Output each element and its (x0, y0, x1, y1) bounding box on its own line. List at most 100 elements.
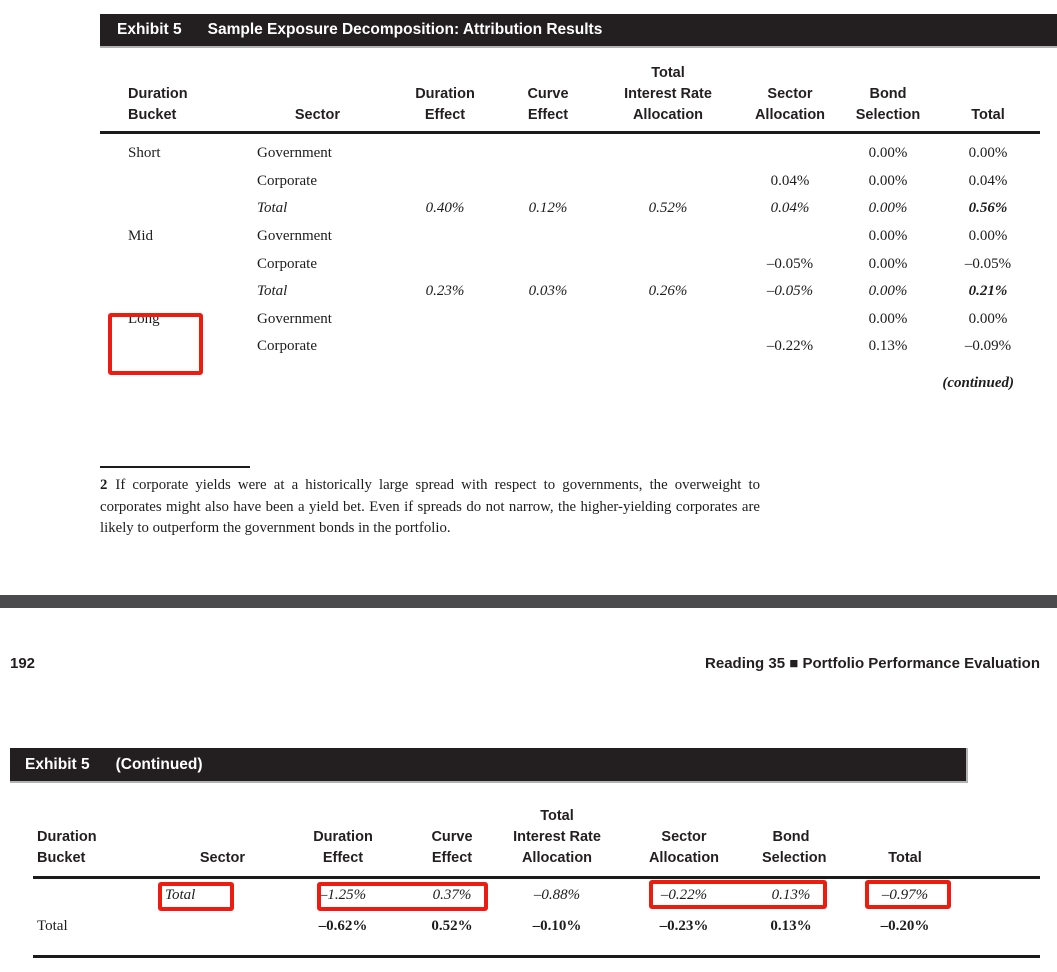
table-cell: –0.20% (880, 918, 930, 934)
attribution-table-page1: Duration Bucket Sector Duration Effect C… (100, 55, 1040, 361)
table-cell: –0.97% (881, 887, 929, 903)
exhibit-label: Exhibit 5 (117, 21, 182, 38)
table-cell: 0.21% (968, 283, 1008, 300)
table-header-row: Duration Bucket Sector Duration Effect C… (35, 797, 990, 874)
table-cell: 0.00% (868, 172, 908, 189)
table-row: Corporate –0.05% 0.00% –0.05% (100, 250, 1040, 278)
table-cell: –0.09% (964, 338, 1012, 355)
continued-note: (continued) (942, 375, 1014, 391)
table-cell: Total (257, 200, 288, 217)
footnote: 2 If corporate yields were at a historica… (100, 466, 760, 540)
running-header: Reading 35 ■ Portfolio Performance Evalu… (705, 655, 1040, 672)
footnote-marker: 2 (100, 477, 108, 493)
table-row-grand-total: Total –0.62% 0.52% –0.10% –0.23% 0.13% –0.20% (35, 911, 990, 942)
table-row: Corporate –0.22% 0.13% –0.09% (100, 333, 1040, 361)
table-bottom-rule (33, 955, 1040, 958)
table-cell: 0.03% (528, 283, 568, 300)
column-header-total: Total (888, 850, 922, 866)
table-cell: 0.40% (425, 200, 465, 217)
table-row-sector-total: Total –1.25% 0.37% –0.88% –0.22% 0.13% –0.97% (35, 880, 990, 911)
column-header-total: Total (971, 107, 1005, 123)
column-header-duration-bucket: Duration Bucket (37, 829, 97, 866)
table-header-row: Duration Bucket Sector Duration Effect C… (100, 55, 1040, 131)
table-cell: 0.00% (868, 283, 908, 300)
table-cell: –0.22% (766, 338, 814, 355)
table-cell: 0.52% (431, 918, 473, 934)
column-header-total-interest-rate-allocation: Total Interest Rate Allocation (513, 808, 601, 866)
column-header-sector: Sector (294, 107, 340, 123)
column-header-total-interest-rate-allocation: Total Interest Rate Allocation (624, 65, 712, 123)
annotation-box-sector-total (158, 882, 234, 911)
table-cell: –0.22% (660, 887, 708, 903)
table-row-subtotal: Total 0.40% 0.12% 0.52% 0.04% 0.00% 0.56% (100, 195, 1040, 223)
column-header-bond-selection: Bond Selection (762, 829, 827, 866)
page-break-divider (0, 595, 1057, 608)
table-cell: 0.23% (425, 283, 465, 300)
table-cell: –0.05% (964, 255, 1012, 272)
table-cell: Total (37, 918, 68, 934)
table-cell-sector-total-label: Total (165, 887, 196, 903)
table-cell: 0.04% (968, 172, 1008, 189)
table-row: Mid Government 0.00% 0.00% (100, 223, 1040, 251)
table-cell: 0.13% (868, 338, 908, 355)
table-cell: Government (257, 145, 332, 162)
column-header-sector-allocation: Sector Allocation (754, 86, 826, 123)
table-cell: 0.00% (968, 310, 1008, 327)
table-row: Long Government 0.00% 0.00% (100, 306, 1040, 334)
annotation-box-duration-curve-values (317, 882, 488, 911)
column-header-duration-effect: Duration Effect (313, 829, 373, 866)
table-cell: 0.26% (648, 283, 688, 300)
table-cell: 0.00% (868, 200, 908, 217)
table-cell: 0.37% (432, 887, 472, 903)
table-cell: 0.00% (868, 228, 908, 245)
table-cell: 0.00% (868, 255, 908, 272)
annotation-box-long-bucket (108, 313, 203, 375)
table-cell: –0.88% (533, 887, 581, 903)
footnote-separator-rule (100, 466, 250, 468)
column-header-sector: Sector (199, 850, 245, 866)
table-cell: 0.04% (770, 172, 810, 189)
table-cell: –0.05% (766, 283, 814, 300)
exhibit-title-bar: Exhibit 5 Sample Exposure Decomposition:… (100, 14, 1057, 48)
table-cell: Corporate (257, 338, 317, 355)
table-cell: –0.10% (532, 918, 582, 934)
table-cell: 0.00% (868, 310, 908, 327)
column-header-bond-selection: Bond Selection (855, 86, 921, 123)
table-cell: Government (257, 228, 332, 245)
page-number: 192 (10, 655, 36, 672)
annotation-box-total-value (865, 880, 951, 909)
table-cell: 0.13% (770, 918, 812, 934)
table-cell: –1.25% (319, 887, 367, 903)
table-cell: 0.04% (770, 200, 810, 217)
table-cell: 0.00% (968, 145, 1008, 162)
exhibit-title: Sample Exposure Decomposition: Attributi… (207, 21, 603, 38)
table-cell: 0.00% (968, 228, 1008, 245)
table-row-subtotal: Total 0.23% 0.03% 0.26% –0.05% 0.00% 0.21% (100, 278, 1040, 306)
table-row: Corporate 0.04% 0.00% 0.04% (100, 168, 1040, 196)
table-row: Short Government 0.00% 0.00% (100, 140, 1040, 168)
table-cell: Short (128, 145, 161, 162)
column-header-duration-bucket: Duration Bucket (128, 86, 188, 123)
column-header-curve-effect: Curve Effect (527, 86, 569, 123)
table-cell: 0.56% (968, 200, 1008, 217)
attribution-table-page2: Duration Bucket Sector Duration Effect C… (35, 797, 990, 942)
table-cell: Total (257, 283, 288, 300)
table-cell: 0.00% (868, 145, 908, 162)
table-cell: 0.12% (528, 200, 568, 217)
table-cell: Corporate (257, 255, 317, 272)
table-cell: Government (257, 310, 332, 327)
table-body: Total –1.25% 0.37% –0.88% –0.22% 0.13% –0.97% … (35, 880, 990, 942)
footnote-text: If corporate yields were at a historical… (100, 477, 760, 536)
table-body: Short Government 0.00% 0.00% Corporate 0.04%… (100, 140, 1040, 361)
table-cell: 0.52% (648, 200, 688, 217)
table-cell: –0.23% (659, 918, 709, 934)
table-header-rule (33, 876, 1040, 879)
exhibit-continued-title: (Continued) (115, 755, 203, 773)
table-cell: 0.13% (771, 887, 811, 903)
column-header-curve-effect: Curve Effect (431, 829, 473, 866)
exhibit-label: Exhibit 5 (25, 755, 90, 773)
table-cell: Mid (128, 228, 154, 245)
column-header-sector-allocation: Sector Allocation (648, 829, 720, 866)
annotation-box-sector-allocation-bond-selection-values (649, 880, 827, 909)
